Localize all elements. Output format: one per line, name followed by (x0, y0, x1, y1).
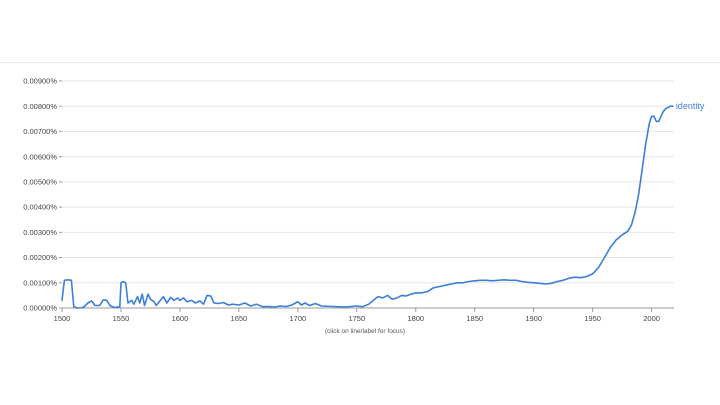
series-layer[interactable]: identity (61, 101, 705, 309)
series-label-identity[interactable]: identity (676, 101, 705, 111)
top-divider (0, 62, 720, 63)
y-tick-label: 0.00300% (23, 228, 57, 237)
x-tick-label: 1600 (172, 314, 189, 323)
y-tick-label: 0.00000% (23, 304, 57, 313)
y-tick-label: 0.00100% (23, 278, 57, 287)
series-line-identity[interactable] (61, 105, 674, 309)
y-tick-label: 0.00700% (23, 127, 57, 136)
x-tick-label: 1650 (231, 314, 248, 323)
y-tick-label: 0.00200% (23, 253, 57, 262)
x-tick-label: 1800 (407, 314, 424, 323)
y-tick-label: 0.00400% (23, 203, 57, 212)
y-tick-label: 0.00500% (23, 177, 57, 186)
y-tick-label: 0.00800% (23, 102, 57, 111)
x-tick-label: 1500 (54, 314, 71, 323)
x-tick-label: 1900 (525, 314, 542, 323)
axis-layer: 0.00000% 0.00100% 0.00200% 0.00300% 0.00400%… (23, 77, 674, 323)
x-tick-label: 1850 (466, 314, 483, 323)
x-tick-label: 1700 (289, 314, 306, 323)
x-tick-label: 1750 (348, 314, 365, 323)
y-tick-label: 0.00900% (23, 77, 57, 86)
grid-layer (62, 80, 674, 284)
x-tick-label: 1950 (584, 314, 601, 323)
y-tick-label: 0.00600% (23, 152, 57, 161)
focus-hint: (click on line/label for focus) (325, 328, 405, 335)
x-tick-label: 1550 (113, 314, 130, 323)
x-tick-label: 2000 (643, 314, 660, 323)
